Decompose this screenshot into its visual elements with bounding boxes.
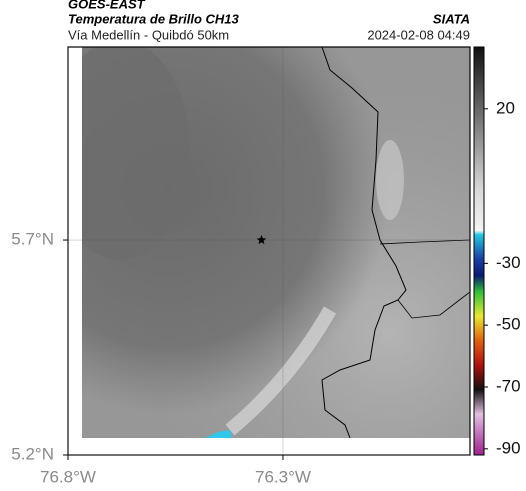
x-tick-label: 76.8°W xyxy=(40,467,96,486)
satellite-image xyxy=(68,47,470,455)
timestamp: 2024-02-08 04:49 xyxy=(367,27,470,42)
colorbar xyxy=(473,46,485,456)
colorbar-tick-label: -90 xyxy=(496,438,521,457)
colorbar-tick-label: -50 xyxy=(496,315,521,334)
x-tick-label: 76.3°W xyxy=(255,467,311,486)
organization: SIATA xyxy=(433,11,470,26)
title: Temperatura de Brillo CH13 xyxy=(68,11,240,26)
route: Vía Medellín - Quibdó 50km xyxy=(68,27,229,42)
y-tick-label: 5.7°N xyxy=(11,230,54,249)
source: GOES-EAST xyxy=(68,0,146,11)
y-tick-label: 5.2°N xyxy=(11,444,54,463)
colorbar-tick-label: 20 xyxy=(496,98,515,117)
colorbar-tick-label: -30 xyxy=(496,253,521,272)
colorbar-tick-label: -70 xyxy=(496,376,521,395)
location-marker xyxy=(256,235,267,245)
